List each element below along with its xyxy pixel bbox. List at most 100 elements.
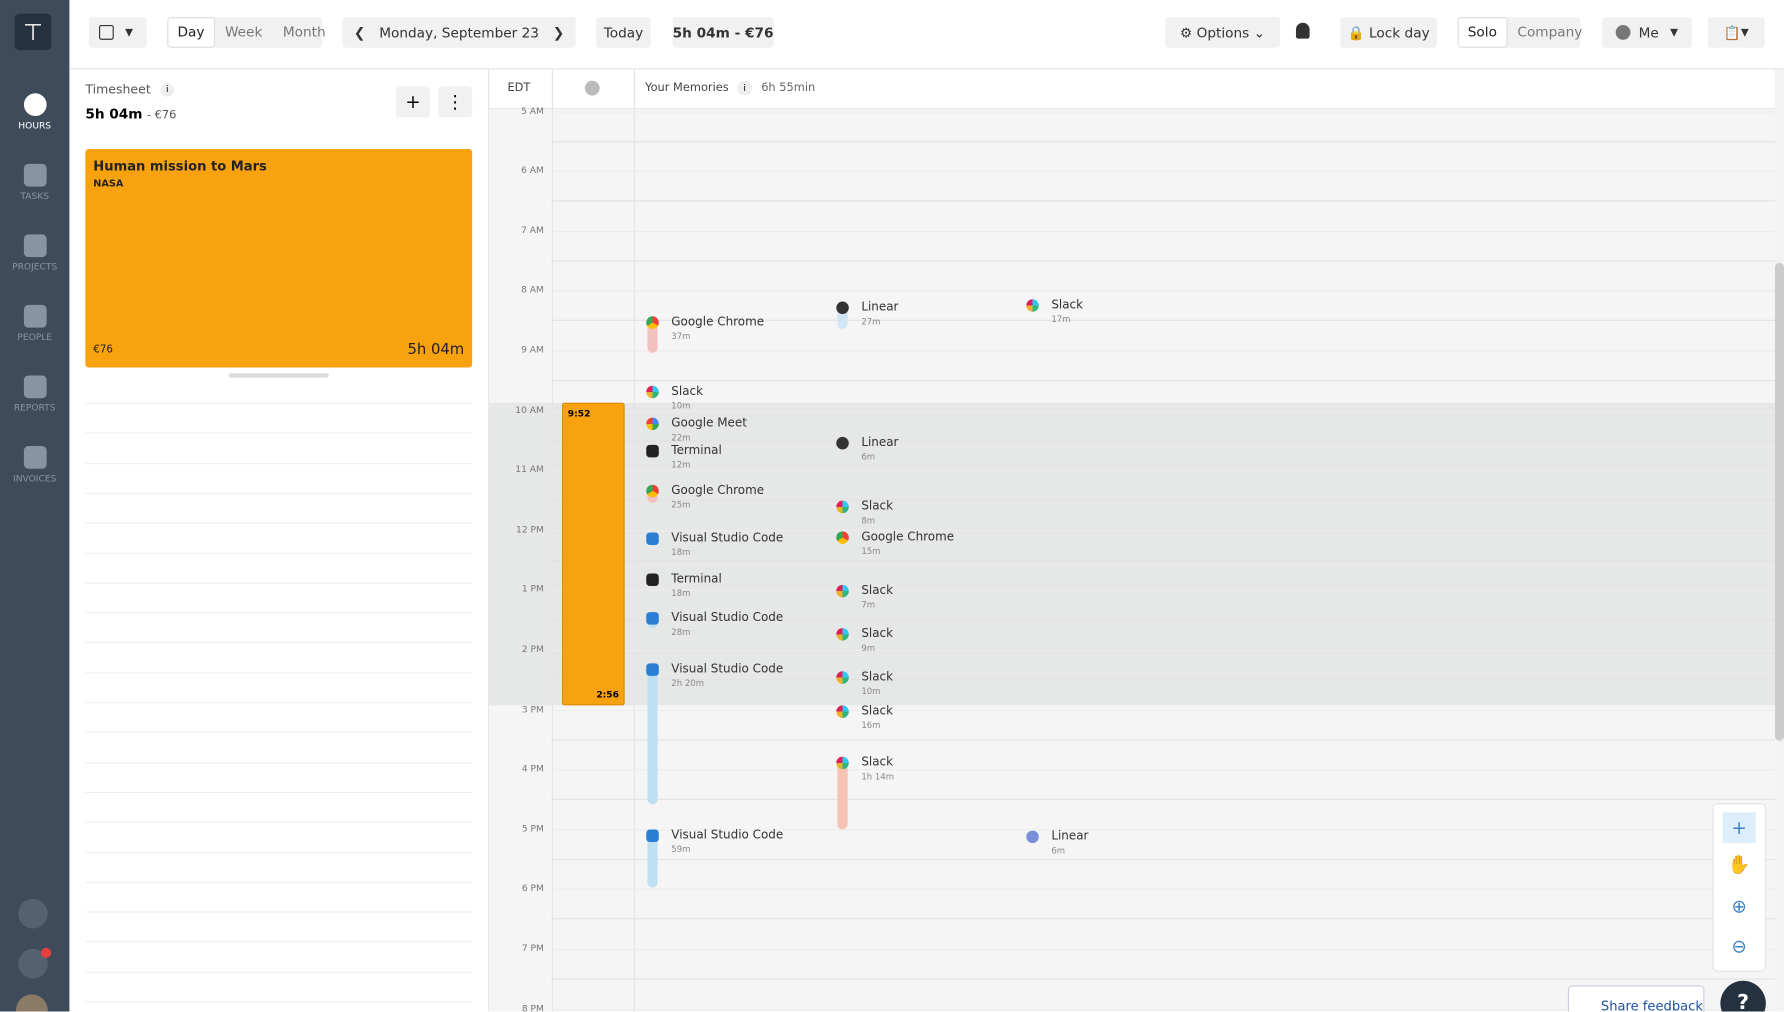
- bell[interactable]: [1295, 22, 1310, 39]
- hour-line: [551, 140, 1775, 142]
- app-duration: 6m: [861, 451, 876, 462]
- memory[interactable]: Terminal 12m: [671, 444, 721, 470]
- memory[interactable]: Visual Studio Code 2h 20m: [671, 662, 783, 688]
- app-icon: [646, 417, 659, 431]
- col-line: [633, 109, 635, 1012]
- memory[interactable]: Google Chrome 15m: [861, 530, 954, 556]
- memory[interactable]: Visual Studio Code 28m: [671, 611, 783, 637]
- zoom-out[interactable]: ⊖: [1731, 935, 1747, 957]
- nav-item[interactable]: PEOPLE: [0, 304, 69, 342]
- row-line: [85, 522, 473, 524]
- date[interactable]: Monday, September 23: [379, 24, 539, 41]
- memory[interactable]: Slack 17m: [1051, 298, 1083, 324]
- feedback-button[interactable]: Share feedback: [1567, 985, 1705, 1012]
- app-name: Slack: [861, 626, 894, 641]
- memory[interactable]: Slack 10m: [671, 385, 703, 411]
- app-icon: [646, 385, 659, 399]
- date-nav: ❮ Monday, September 23 ❯: [342, 17, 576, 48]
- memory[interactable]: Linear 6m: [1051, 829, 1088, 855]
- nav-label: PROJECTS: [12, 261, 58, 272]
- options-button[interactable]: ⚙ Options ⌄: [1165, 17, 1281, 48]
- clipboard-button[interactable]: 📋 ▼: [1707, 17, 1765, 48]
- memory[interactable]: Google Chrome 25m: [671, 484, 764, 510]
- segment[interactable]: Month: [282, 23, 326, 40]
- row-line: [85, 881, 473, 883]
- segment[interactable]: Day: [167, 17, 215, 48]
- memory[interactable]: Google Meet 22m: [671, 416, 747, 442]
- zoom-in[interactable]: ⊕: [1731, 895, 1747, 918]
- busy-shade: [489, 402, 1775, 706]
- next-button[interactable]: ❯: [552, 24, 565, 41]
- segment[interactable]: Solo: [1457, 17, 1508, 48]
- total-button[interactable]: 5h 04m - €76: [672, 17, 774, 48]
- nav-item[interactable]: TASKS: [0, 163, 69, 201]
- plugin-button[interactable]: [18, 898, 48, 929]
- memory[interactable]: Visual Studio Code 59m: [671, 828, 783, 854]
- info-icon[interactable]: i: [737, 80, 753, 96]
- half-line: [551, 230, 1775, 232]
- nav-item[interactable]: INVOICES: [0, 446, 69, 484]
- memory[interactable]: Google Chrome 37m: [671, 315, 764, 341]
- user-button[interactable]: Me ▼: [1602, 17, 1692, 48]
- user-label: Me: [1638, 24, 1659, 41]
- memory[interactable]: Slack 1h 14m: [861, 755, 894, 781]
- usage-bar: [647, 670, 658, 805]
- app-duration: 7m: [861, 599, 876, 610]
- app-duration: 8m: [861, 515, 876, 526]
- hand-control[interactable]: ✋: [1727, 853, 1751, 875]
- memory[interactable]: Linear 6m: [861, 436, 898, 462]
- help-button[interactable]: ?: [1720, 980, 1766, 1012]
- logo[interactable]: ⊤: [14, 13, 52, 51]
- app-duration: 15m: [861, 546, 881, 557]
- segment[interactable]: Week: [224, 23, 263, 40]
- tracker-icon[interactable]: [584, 80, 600, 96]
- options-label: Options: [1196, 24, 1250, 41]
- row-line: [85, 791, 473, 793]
- app-icon: [836, 436, 849, 450]
- nav-item[interactable]: HOURS: [0, 93, 69, 131]
- info-icon[interactable]: i: [160, 83, 175, 97]
- app-icon: [646, 484, 659, 498]
- nav-item[interactable]: PROJECTS: [0, 234, 69, 272]
- zoom-controls: + ✋ ⊕ ⊖: [1712, 803, 1766, 972]
- usage-bar: [837, 763, 848, 830]
- app-duration: 2h 20m: [671, 678, 705, 689]
- memory[interactable]: Slack 8m: [861, 499, 893, 525]
- timesheet-title: Timesheet: [85, 81, 151, 97]
- row-line: [85, 582, 473, 584]
- lock-button[interactable]: 🔒 Lock day: [1340, 17, 1438, 48]
- half-line: [551, 649, 1775, 651]
- memory[interactable]: Slack 9m: [861, 627, 893, 653]
- avatar[interactable]: [15, 994, 48, 1012]
- app-name: Slack: [861, 755, 894, 770]
- timesheet-entry[interactable]: Human mission to Mars NASA €76 5h 04m: [85, 149, 473, 368]
- app-duration: 18m: [671, 547, 691, 558]
- memory[interactable]: Linear 27m: [861, 300, 898, 326]
- nav-item[interactable]: REPORTS: [0, 375, 69, 413]
- half-line: [551, 170, 1775, 173]
- more-button[interactable]: ⋮: [438, 86, 473, 118]
- row-line: [85, 702, 473, 704]
- memory[interactable]: Slack 7m: [861, 584, 893, 610]
- segment[interactable]: Company: [1517, 23, 1583, 40]
- add-control[interactable]: +: [1722, 812, 1756, 844]
- app-name: Slack: [861, 704, 894, 718]
- memory[interactable]: Visual Studio Code 18m: [671, 531, 783, 557]
- select-dropdown[interactable]: ▼: [88, 17, 147, 48]
- entry-duration: 5h 04m: [407, 341, 465, 359]
- hour-label: 6 AM: [521, 165, 544, 176]
- memory[interactable]: Slack 10m: [861, 670, 893, 696]
- hour-label: 1 PM: [521, 584, 544, 595]
- divider: [551, 69, 553, 109]
- memory[interactable]: Slack 16m: [861, 704, 893, 730]
- half-line: [551, 889, 1775, 891]
- add-button[interactable]: +: [395, 86, 431, 118]
- resize-handle[interactable]: [228, 373, 329, 378]
- today-button[interactable]: Today: [596, 17, 651, 48]
- memory[interactable]: Terminal 18m: [671, 572, 721, 598]
- hour-line: [551, 679, 1775, 681]
- tracked-block[interactable]: 9:52 2:56: [562, 402, 625, 706]
- app-duration: 10m: [861, 686, 881, 697]
- hour-line: [551, 858, 1775, 860]
- prev-button[interactable]: ❮: [353, 24, 366, 41]
